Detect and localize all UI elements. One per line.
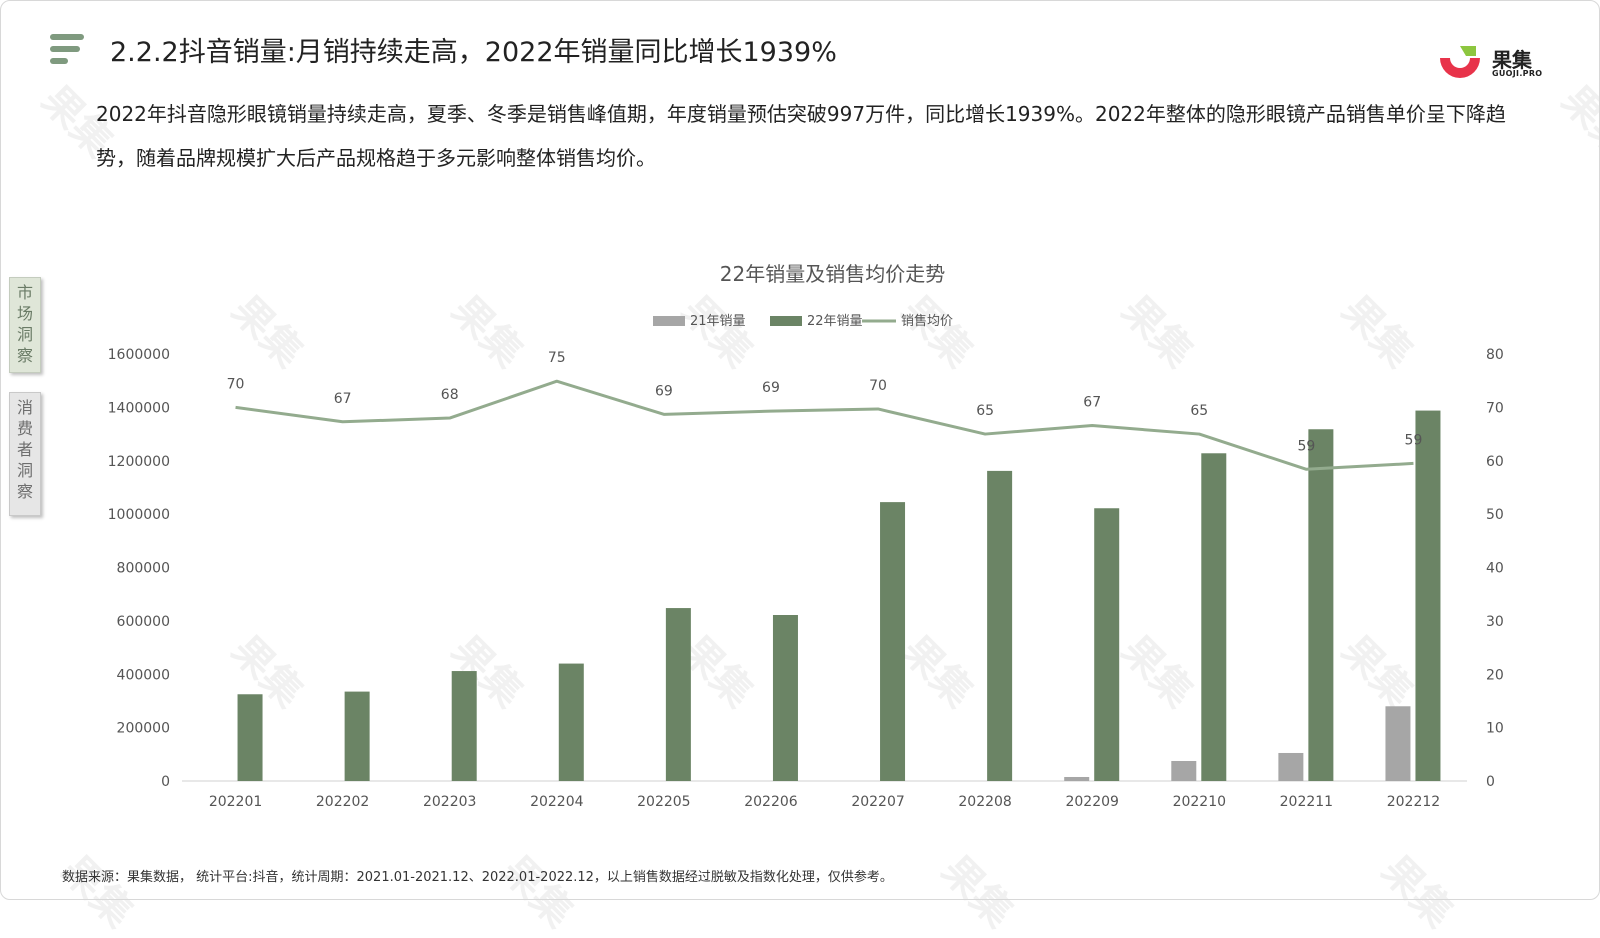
x-tick-label: 202205 [637, 794, 690, 810]
x-tick-label: 202208 [958, 794, 1011, 810]
y-left-tick-label: 600000 [117, 614, 170, 630]
price-data-label: 69 [655, 383, 673, 399]
y-left-tick-label: 0 [161, 774, 170, 790]
x-tick-label: 202206 [744, 794, 798, 810]
bar-22-202203 [451, 671, 477, 781]
bar-21-202209 [1064, 776, 1090, 781]
price-data-label: 68 [441, 387, 459, 403]
x-tick-label: 202201 [209, 794, 262, 810]
y-left-tick-label: 1400000 [108, 400, 170, 416]
bar-22-202210 [1201, 453, 1227, 781]
x-tick-label: 202203 [423, 794, 476, 810]
tab-market-insight[interactable]: 市场洞察 [9, 277, 41, 373]
logo-text: 果集 [1492, 48, 1532, 72]
y-right-tick-label: 70 [1486, 400, 1504, 416]
x-tick-label: 202211 [1280, 794, 1333, 810]
y-right-tick-label: 60 [1486, 454, 1504, 470]
summary-text: 2022年抖音隐形眼镜销量持续走高，夏季、冬季是销售峰值期，年度销量预估突破99… [96, 102, 1506, 170]
y-left-tick-label: 400000 [117, 667, 170, 683]
chart-title: 22年销量及销售均价走势 [720, 262, 945, 286]
y-right-tick-label: 0 [1486, 774, 1495, 790]
y-left-tick-label: 1600000 [108, 347, 170, 363]
price-data-label: 69 [762, 380, 780, 396]
price-data-label: 67 [1083, 395, 1101, 411]
x-tick-label: 202209 [1065, 794, 1118, 810]
legend-label-price: 销售均价 [901, 313, 953, 329]
price-data-label: 65 [976, 403, 994, 419]
price-data-label: 75 [548, 350, 566, 366]
price-data-label: 67 [334, 391, 352, 407]
bar-22-202204 [558, 663, 584, 781]
bar-22-202209 [1094, 508, 1120, 781]
bar-22-202212 [1415, 410, 1441, 781]
x-tick-label: 202202 [316, 794, 369, 810]
data-source-note: 数据来源：果集数据， 统计平台:抖音，统计周期：2021.01-2021.12、… [62, 870, 893, 885]
x-tick-label: 202207 [851, 794, 904, 810]
legend-label-21: 21年销量 [690, 314, 746, 329]
x-tick-label: 202210 [1173, 794, 1226, 810]
y-right-tick-label: 50 [1486, 507, 1504, 523]
bar-22-202206 [772, 615, 798, 781]
bar-22-202205 [665, 608, 691, 781]
price-data-label: 59 [1297, 438, 1315, 454]
y-right-tick-label: 80 [1486, 347, 1504, 363]
price-data-label: 70 [869, 378, 887, 394]
guoji-logo-icon [1440, 46, 1480, 78]
price-line [235, 379, 1414, 471]
bar-21-202210 [1171, 760, 1197, 781]
legend-swatch-22 [770, 316, 802, 326]
bar-22-202207 [880, 502, 906, 781]
y-left-tick-label: 200000 [117, 721, 170, 737]
bar-21-202212 [1385, 706, 1411, 781]
legend-swatch-21 [653, 316, 685, 326]
y-right-tick-label: 30 [1486, 614, 1504, 630]
y-left-tick-label: 800000 [117, 561, 170, 577]
bar-22-202202 [344, 691, 370, 781]
legend-label-22: 22年销量 [807, 314, 863, 329]
y-left-tick-label: 1200000 [108, 454, 170, 470]
menu-icon [50, 34, 84, 64]
y-right-tick-label: 10 [1486, 721, 1504, 737]
tab-consumer-insight[interactable]: 消费者洞察 [9, 392, 41, 516]
logo-subtext: GUOJI.PRO [1492, 69, 1543, 78]
sales-price-chart: 22年销量及销售均价走势 21年销量 22年销量 销售均价 0 200000 400000 6… [108, 262, 1504, 810]
bar-22-202208 [987, 470, 1013, 781]
price-data-label: 70 [227, 376, 245, 392]
page-title: 2.2.2抖音销量:月销持续走高，2022年销量同比增长1939% [110, 37, 837, 68]
price-data-label: 65 [1190, 403, 1208, 419]
x-tick-label: 202212 [1387, 794, 1440, 810]
x-tick-label: 202204 [530, 794, 584, 810]
bar-22-202201 [237, 694, 263, 781]
y-left-tick-label: 1000000 [108, 507, 170, 523]
y-right-tick-label: 40 [1486, 561, 1504, 577]
price-data-label: 59 [1405, 432, 1423, 448]
y-right-tick-label: 20 [1486, 667, 1504, 683]
bar-21-202211 [1278, 752, 1304, 781]
bar-22-202211 [1308, 429, 1334, 781]
